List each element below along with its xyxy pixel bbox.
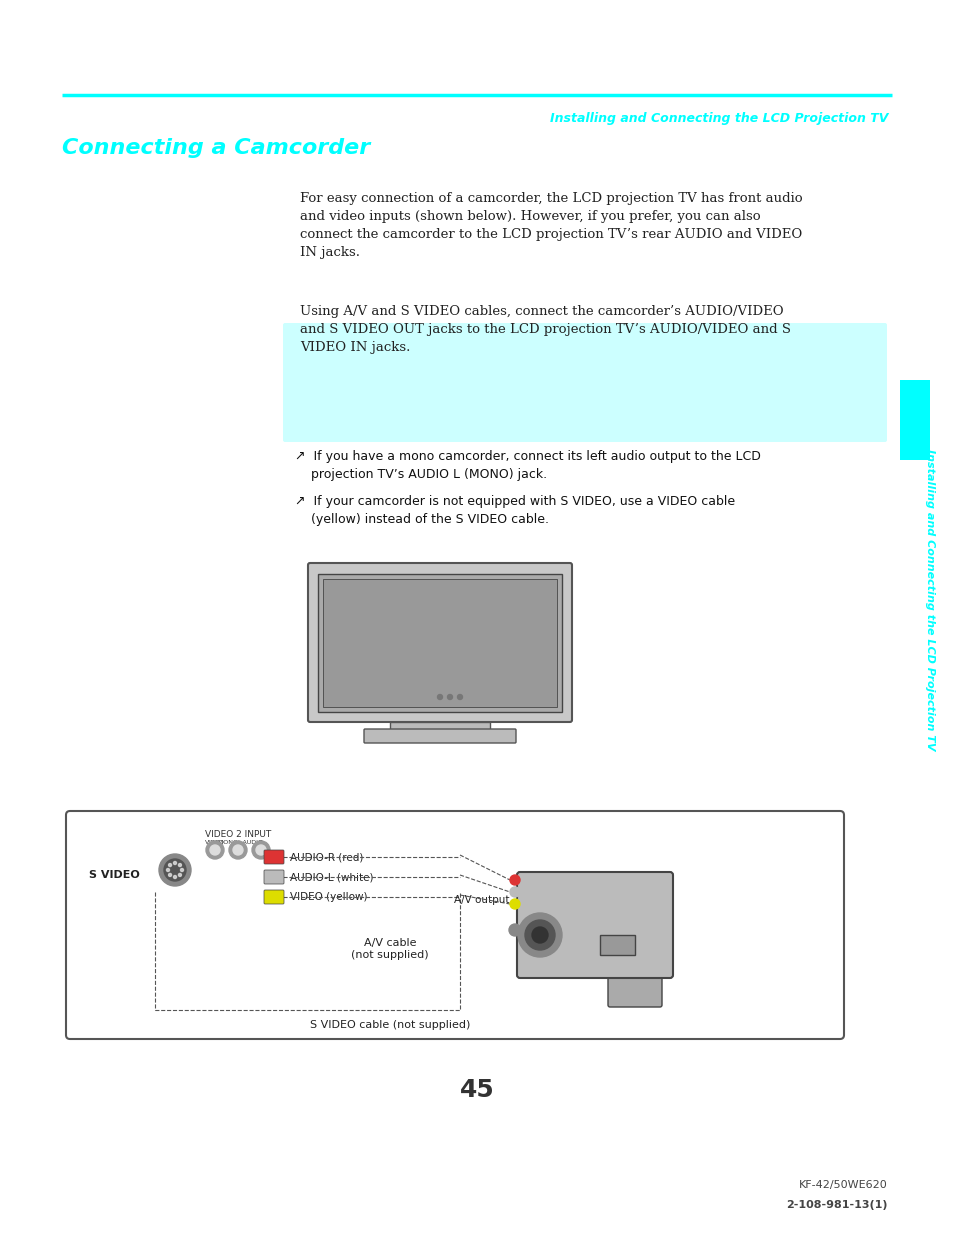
- Circle shape: [510, 899, 519, 909]
- Text: ↗  If your camcorder is not equipped with S VIDEO, use a VIDEO cable
    (yellow: ↗ If your camcorder is not equipped with…: [294, 495, 735, 526]
- Circle shape: [524, 920, 555, 950]
- Circle shape: [532, 927, 547, 944]
- Bar: [323, 579, 557, 706]
- Bar: [317, 574, 561, 713]
- Circle shape: [229, 841, 247, 860]
- Text: For easy connection of a camcorder, the LCD projection TV has front audio
and vi: For easy connection of a camcorder, the …: [299, 191, 801, 259]
- Text: A/V cable
(not supplied): A/V cable (not supplied): [351, 939, 428, 960]
- Circle shape: [180, 868, 183, 872]
- Circle shape: [164, 860, 186, 881]
- Circle shape: [173, 862, 176, 864]
- Bar: [599, 935, 635, 955]
- Circle shape: [169, 863, 172, 867]
- Circle shape: [206, 841, 224, 860]
- FancyBboxPatch shape: [308, 563, 572, 722]
- Circle shape: [447, 694, 452, 699]
- FancyBboxPatch shape: [66, 811, 843, 1039]
- Circle shape: [510, 876, 519, 885]
- Circle shape: [437, 694, 442, 699]
- Circle shape: [178, 863, 181, 867]
- Text: Installing and Connecting the LCD Projection TV: Installing and Connecting the LCD Projec…: [924, 450, 934, 751]
- FancyBboxPatch shape: [283, 324, 886, 442]
- Text: S VIDEO cable (not supplied): S VIDEO cable (not supplied): [310, 1020, 470, 1030]
- Circle shape: [169, 873, 172, 877]
- FancyBboxPatch shape: [264, 890, 284, 904]
- FancyBboxPatch shape: [264, 869, 284, 884]
- FancyBboxPatch shape: [364, 729, 516, 743]
- Text: S VIDEO: S VIDEO: [90, 869, 140, 881]
- Text: AUDIO-R (red): AUDIO-R (red): [290, 852, 363, 862]
- Circle shape: [178, 873, 181, 877]
- FancyBboxPatch shape: [264, 850, 284, 864]
- Circle shape: [509, 924, 520, 936]
- Text: KF-42/50WE620: KF-42/50WE620: [799, 1179, 887, 1191]
- Circle shape: [255, 845, 266, 855]
- Text: VIDEO: VIDEO: [205, 840, 225, 845]
- Circle shape: [173, 876, 176, 878]
- Text: VIDEO (yellow): VIDEO (yellow): [290, 892, 367, 902]
- Circle shape: [457, 694, 462, 699]
- Bar: [390, 722, 490, 730]
- Text: A/V output: A/V output: [454, 895, 510, 905]
- Circle shape: [233, 845, 243, 855]
- Text: ↗  If you have a mono camcorder, connect its left audio output to the LCD
    pr: ↗ If you have a mono camcorder, connect …: [294, 450, 760, 480]
- Text: Installing and Connecting the LCD Projection TV: Installing and Connecting the LCD Projec…: [549, 112, 887, 125]
- Circle shape: [210, 845, 220, 855]
- Text: L(MONO)-AUDIO: L(MONO)-AUDIO: [213, 840, 263, 845]
- Circle shape: [159, 853, 191, 885]
- Circle shape: [517, 913, 561, 957]
- Text: R: R: [258, 840, 263, 845]
- FancyBboxPatch shape: [517, 872, 672, 978]
- Text: 45: 45: [459, 1078, 494, 1102]
- Text: Using A/V and S VIDEO cables, connect the camcorder’s AUDIO/VIDEO
and S VIDEO OU: Using A/V and S VIDEO cables, connect th…: [299, 305, 790, 354]
- Text: VIDEO 2 INPUT: VIDEO 2 INPUT: [205, 830, 271, 839]
- FancyBboxPatch shape: [607, 963, 661, 1007]
- Text: 2-108-981-13(1): 2-108-981-13(1): [785, 1200, 887, 1210]
- Circle shape: [510, 887, 519, 897]
- Text: AUDIO-L (white): AUDIO-L (white): [290, 872, 374, 882]
- Circle shape: [167, 868, 170, 872]
- Text: Connecting a Camcorder: Connecting a Camcorder: [62, 138, 370, 158]
- Circle shape: [252, 841, 270, 860]
- Bar: [899, 380, 929, 459]
